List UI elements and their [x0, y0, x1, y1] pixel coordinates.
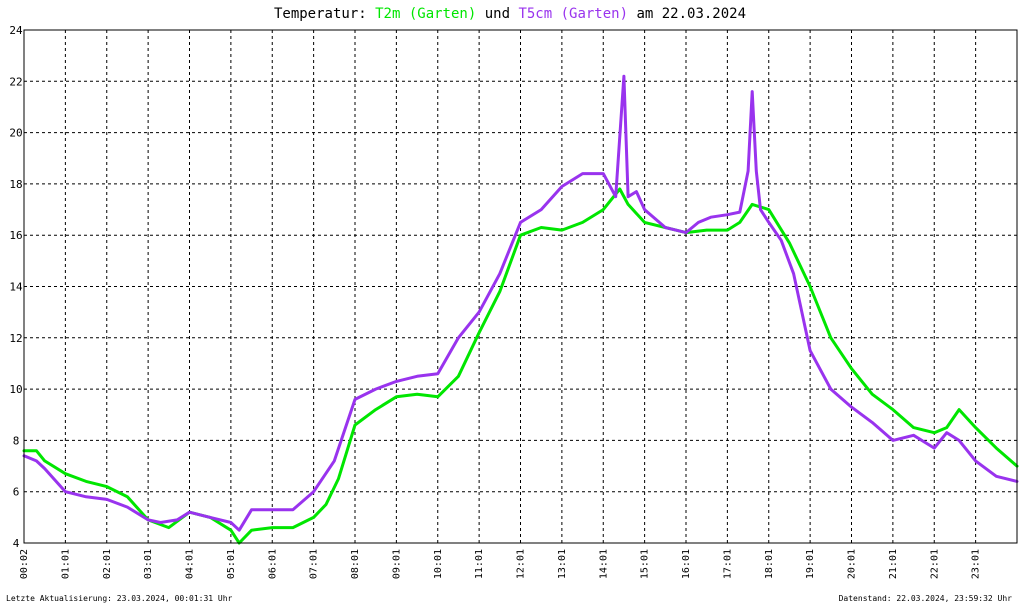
x-tick-label: 01:01 [60, 549, 71, 579]
x-tick-label: 19:01 [805, 549, 816, 579]
y-tick-label: 24 [9, 24, 23, 37]
y-tick-label: 12 [9, 332, 22, 345]
x-tick-label: 06:01 [267, 549, 278, 579]
chart-title: Temperatur: T2m (Garten) und T5cm (Garte… [274, 6, 746, 22]
y-tick-label: 10 [9, 383, 22, 396]
y-tick-label: 18 [9, 178, 22, 191]
x-tick-label: 10:01 [433, 549, 444, 579]
x-tick-label: 16:01 [681, 549, 692, 579]
x-tick-label: 17:01 [722, 549, 733, 579]
x-tick-label: 07:01 [309, 549, 320, 579]
x-tick-label: 12:01 [516, 549, 527, 579]
y-tick-label: 14 [9, 281, 23, 294]
x-tick-label: 22:01 [929, 549, 940, 579]
title-suffix: am 22.03.2024 [628, 6, 746, 22]
x-tick-label: 11:01 [474, 549, 485, 579]
y-tick-label: 22 [9, 75, 22, 88]
title-middle: und [476, 6, 518, 22]
y-tick-label: 8 [13, 434, 20, 447]
series-lines [22, 74, 1019, 545]
grid [24, 30, 1017, 543]
y-tick-label: 16 [9, 229, 22, 242]
x-tick-label: 20:01 [847, 549, 858, 579]
footer-data-status: Datenstand: 22.03.2024, 23:59:32 Uhr [839, 594, 1013, 603]
x-tick-label: 02:01 [102, 549, 113, 579]
x-tick-label: 05:01 [226, 549, 237, 579]
x-tick-label: 09:01 [391, 549, 402, 579]
x-tick-label: 13:01 [557, 549, 568, 579]
footer-last-update: Letzte Aktualisierung: 23.03.2024, 00:01… [6, 594, 233, 603]
x-tick-label: 23:01 [971, 549, 982, 579]
x-tick-label: 21:01 [888, 549, 899, 579]
x-tick-label: 08:01 [350, 549, 361, 579]
title-series-t5cm: T5cm (Garten) [518, 6, 628, 22]
y-tick-label: 6 [13, 486, 20, 499]
title-prefix: Temperatur: [274, 6, 375, 22]
x-tick-label: 00:02 [19, 549, 30, 579]
x-tick-label: 18:01 [764, 549, 775, 579]
x-tick-label: 15:01 [640, 549, 651, 579]
y-axis-ticks: 4 6 8 10 12 14 16 18 20 22 24 [9, 24, 23, 550]
title-series-t2m: T2m (Garten) [375, 6, 476, 22]
y-tick-label: 4 [13, 537, 20, 550]
y-tick-label: 20 [9, 127, 22, 140]
series-line-t5cm [22, 74, 1019, 532]
plot-frame [23, 29, 1018, 544]
x-tick-label: 03:01 [143, 549, 154, 579]
x-tick-label: 04:01 [185, 549, 196, 579]
x-tick-label: 14:01 [598, 549, 609, 579]
x-axis-ticks: 00:02 01:01 02:01 03:01 04:01 05:01 06:01 07:01… [19, 549, 982, 579]
